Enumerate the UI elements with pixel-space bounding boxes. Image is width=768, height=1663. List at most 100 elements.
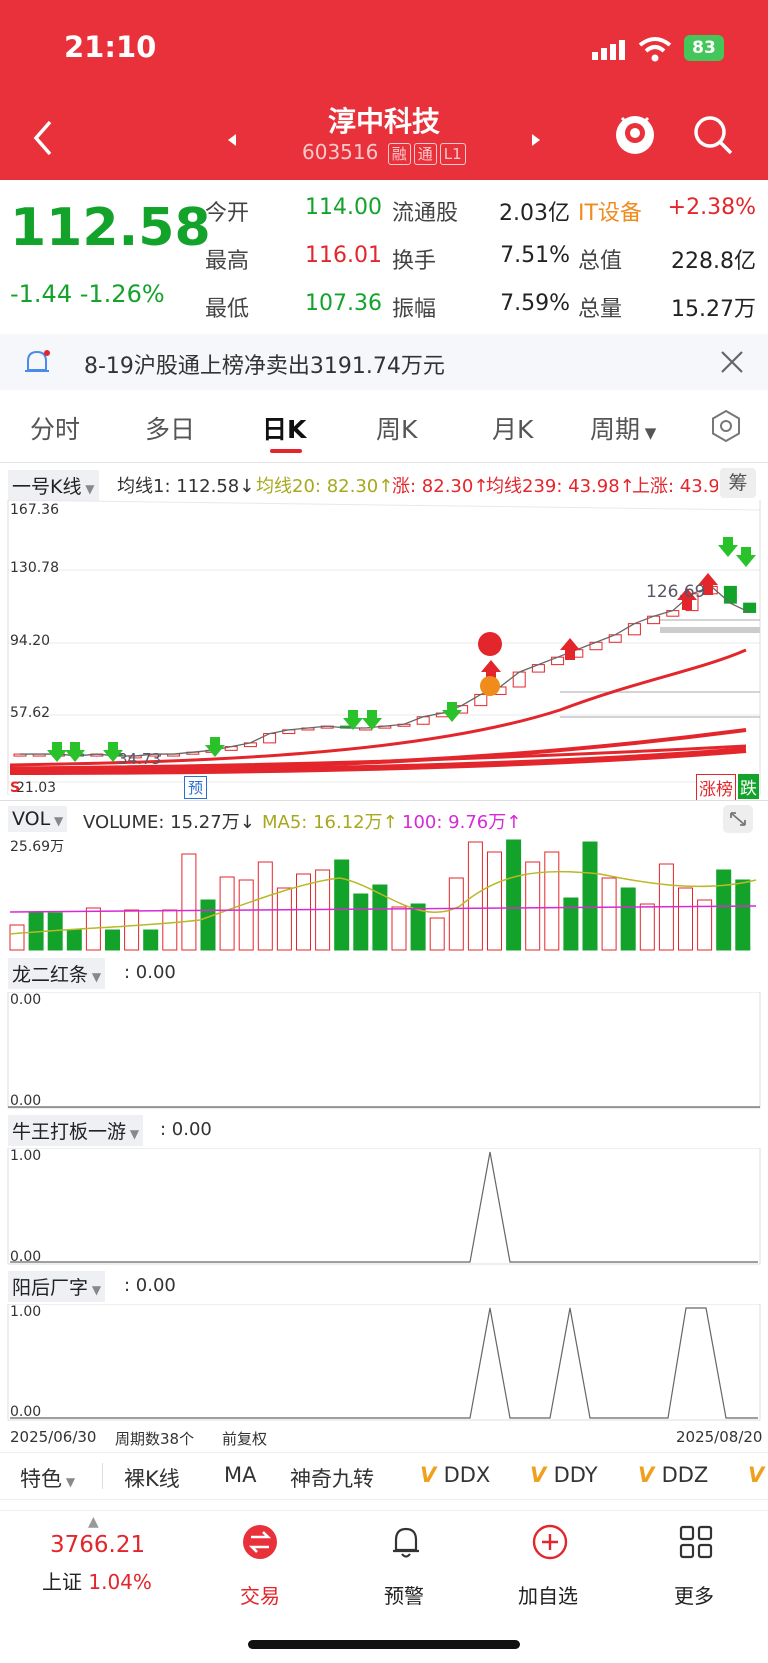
app-header: 21:10 83 淳中科技 603516 融通 L1: [0, 0, 768, 180]
indicator-magic-nine[interactable]: 神奇九转: [290, 1467, 374, 1491]
next-stock-icon[interactable]: [530, 132, 542, 148]
panel1-selector[interactable]: 龙二红条 ▼: [8, 958, 106, 989]
tab-daily-k[interactable]: 日K: [262, 415, 307, 444]
index-summary[interactable]: 上证 1.04%: [42, 1566, 152, 1595]
volume-bar: [735, 879, 751, 951]
index-value[interactable]: 3766.21: [50, 1532, 146, 1558]
candle: [627, 623, 641, 636]
settings-hex-icon[interactable]: [708, 408, 744, 444]
kline-selector[interactable]: 一号K线 ▼: [8, 470, 99, 501]
indicator-special[interactable]: 特色 ▼: [20, 1463, 75, 1493]
period-count: 周期数38个: [115, 1430, 195, 1448]
volume-bar: [296, 873, 311, 951]
adjust-mode[interactable]: 前复权: [222, 1430, 268, 1448]
low-price-label: 34.73: [118, 750, 161, 768]
expand-icon[interactable]: [722, 804, 754, 834]
volume-bar: [391, 906, 407, 951]
divider: [0, 800, 768, 801]
volume-bar: [410, 903, 426, 951]
add-watchlist-icon[interactable]: [532, 1524, 568, 1560]
float-shares-value: 2.03亿: [499, 201, 570, 226]
sector-change: +2.38%: [667, 195, 756, 220]
indicator-ddx[interactable]: V DDX: [420, 1463, 490, 1487]
panel1-value: : 0.00: [124, 962, 176, 983]
indicator-ma[interactable]: MA: [224, 1463, 257, 1487]
back-arrow-icon[interactable]: [30, 118, 54, 158]
tab-multi-day[interactable]: 多日: [145, 415, 196, 444]
sell-signals: [47, 537, 756, 762]
volume-bar: [219, 876, 235, 951]
volume-bar: [678, 887, 693, 951]
news-banner[interactable]: 8-19沪股通上榜净卖出3191.74万元: [0, 334, 768, 390]
panel1-selector-label: 龙二红条: [12, 964, 89, 986]
float-shares-label: 流通股: [392, 201, 459, 226]
fall-rank-tag[interactable]: 跌: [738, 774, 759, 799]
indicator-naked-k[interactable]: 裸K线: [124, 1467, 180, 1491]
amplitude-label: 振幅: [392, 297, 437, 322]
panel3-selector[interactable]: 阳后厂字 ▼: [8, 1271, 106, 1302]
home-indicator: [248, 1640, 520, 1649]
panel1-chart[interactable]: [0, 992, 768, 1110]
news-text: 8-19沪股通上榜净卖出3191.74万元: [84, 354, 445, 379]
volume-selector[interactable]: VOL ▼: [8, 806, 68, 832]
candle: [743, 602, 757, 613]
panel2-y-bottom: 0.00: [10, 1249, 42, 1265]
volume-total-value: 15.27万: [671, 297, 756, 322]
volume-bar: [334, 859, 350, 951]
forecast-tag[interactable]: 预: [184, 776, 208, 799]
tab-weekly-k[interactable]: 周K: [376, 415, 418, 444]
volume-chart[interactable]: [0, 838, 768, 958]
volume-bar: [563, 897, 579, 951]
volume-bar: [124, 909, 140, 951]
candle: [723, 585, 737, 604]
active-tab-indicator: [270, 449, 302, 453]
start-date: 2025/06/30: [10, 1428, 97, 1446]
rise-rank-tag[interactable]: 涨榜: [696, 774, 736, 801]
event-marker[interactable]: [478, 632, 502, 656]
volume-bar: [162, 909, 178, 951]
trade-icon[interactable]: [242, 1524, 278, 1560]
search-icon[interactable]: [692, 114, 734, 156]
sector-label[interactable]: IT设备: [578, 201, 642, 226]
volume-bar: [487, 851, 502, 951]
kline-chart[interactable]: [0, 500, 768, 800]
panel3-y-top: 1.00: [10, 1304, 42, 1320]
volume-bar: [448, 877, 464, 951]
nav-trade[interactable]: 交易: [240, 1584, 280, 1608]
indicator-ddz[interactable]: V DDZ: [638, 1463, 708, 1487]
more-grid-icon[interactable]: [678, 1524, 714, 1560]
fire-marker[interactable]: [480, 676, 500, 696]
tag-level: L1: [439, 143, 466, 165]
y-tick-0: 167.36: [10, 502, 59, 518]
index-name: 上证: [42, 1570, 82, 1594]
s-marker: S: [10, 780, 21, 796]
nav-alert[interactable]: 预警: [384, 1584, 424, 1608]
alert-bell-icon[interactable]: [388, 1524, 424, 1560]
indicator-ddy[interactable]: V DDY: [530, 1463, 598, 1487]
panel2-chart[interactable]: [0, 1148, 768, 1266]
close-icon[interactable]: [718, 348, 746, 376]
tag-margin: 融: [387, 143, 411, 165]
status-time: 21:10: [64, 30, 157, 64]
volume-bar: [276, 887, 292, 951]
panel3-chart[interactable]: [0, 1304, 768, 1422]
volume-bar: [372, 884, 388, 951]
panel2-selector[interactable]: 牛王打板一游 ▼: [8, 1115, 144, 1146]
caret-up-icon[interactable]: ▲: [88, 1514, 99, 1530]
mascot-icon[interactable]: [612, 110, 658, 156]
nav-add-watchlist[interactable]: 加自选: [518, 1584, 578, 1608]
nav-more[interactable]: 更多: [674, 1584, 714, 1608]
chip-distribution-button[interactable]: 筹: [720, 468, 756, 498]
y-tick-1: 130.78: [10, 560, 59, 576]
bell-alert-icon: [25, 350, 50, 372]
prev-stock-icon[interactable]: [226, 132, 238, 148]
last-price: 112.58: [10, 198, 211, 258]
tab-period[interactable]: 周期 ▼: [590, 410, 656, 446]
tab-monthly-k[interactable]: 月K: [492, 415, 534, 444]
caret-down-icon: ▼: [50, 814, 64, 828]
tab-intraday[interactable]: 分时: [30, 415, 81, 444]
volume-bar: [620, 887, 636, 951]
volume-bar: [716, 869, 732, 951]
indicator-special-label: 特色: [20, 1467, 62, 1491]
stock-code: 603516: [302, 140, 379, 164]
